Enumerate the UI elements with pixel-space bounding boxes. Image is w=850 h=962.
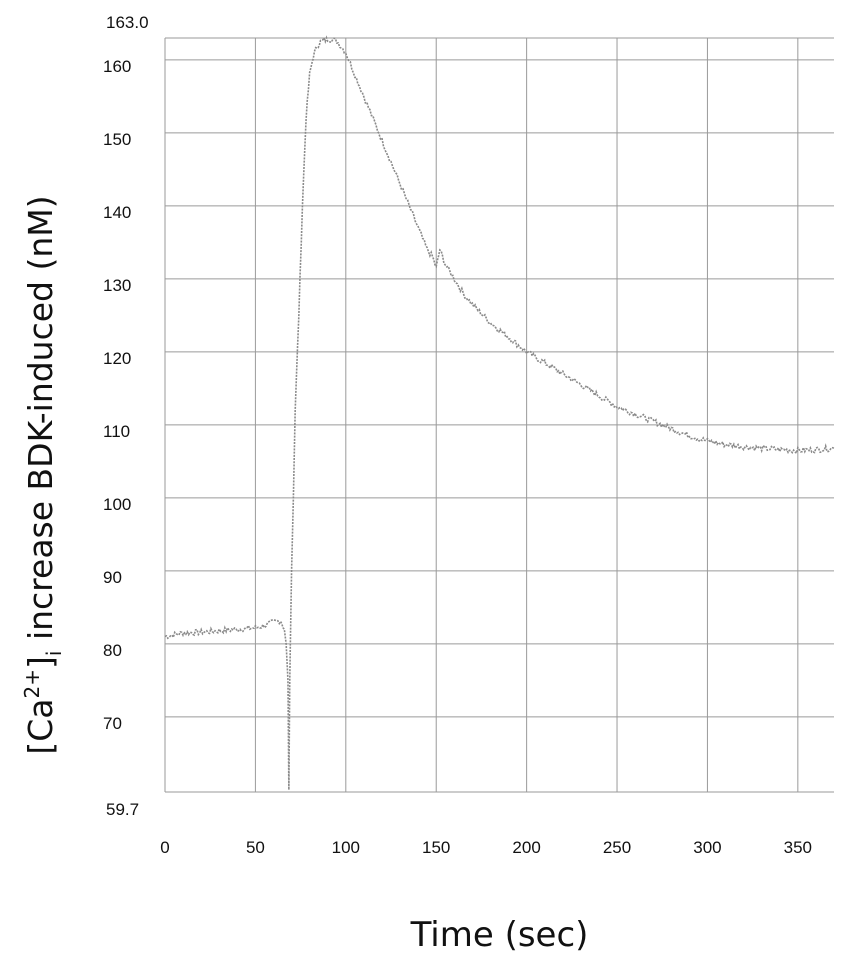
y-axis-label-main: [Ca — [21, 698, 60, 754]
x-tick-label: 0 — [160, 838, 169, 857]
y-axis-label-rest: increase BDK-induced (nM) — [21, 195, 60, 650]
x-tick-label: 100 — [332, 838, 360, 857]
y-axis-label: [Ca2+]i increase BDK-induced (nM) — [20, 195, 66, 754]
y-tick-label: 90 — [103, 568, 122, 587]
y-extent-label-top: 163.0 — [106, 13, 149, 32]
y-extent-labels: 163.0 59.7 — [106, 13, 149, 819]
y-tick-label: 100 — [103, 495, 131, 514]
series-line — [164, 35, 835, 790]
x-tick-label: 250 — [603, 838, 631, 857]
x-tick-label: 150 — [422, 838, 450, 857]
y-extent-label-bottom: 59.7 — [106, 800, 139, 819]
y-tick-label: 150 — [103, 130, 131, 149]
x-axis-label: Time (sec) — [410, 915, 589, 955]
x-tick-label: 200 — [512, 838, 540, 857]
y-axis-label-subscript: i — [42, 651, 66, 657]
y-tick-label: 120 — [103, 349, 131, 368]
y-tick-label: 110 — [103, 422, 130, 441]
y-tick-label: 160 — [103, 57, 131, 76]
y-axis-label-close: ] — [21, 656, 60, 669]
x-tick-label: 300 — [693, 838, 721, 857]
tick-labels: 70 80 90 100 110 120 130 140 150 160 0 50 100 150 200 2… — [103, 57, 812, 857]
x-tick-label: 350 — [784, 838, 812, 857]
y-tick-label: 70 — [103, 714, 122, 733]
y-axis-label-superscript: 2+ — [20, 669, 44, 698]
y-tick-label: 130 — [103, 276, 131, 295]
y-tick-label: 80 — [103, 641, 122, 660]
x-tick-label: 50 — [246, 838, 265, 857]
grid — [164, 37, 834, 793]
y-tick-label: 140 — [103, 203, 131, 222]
